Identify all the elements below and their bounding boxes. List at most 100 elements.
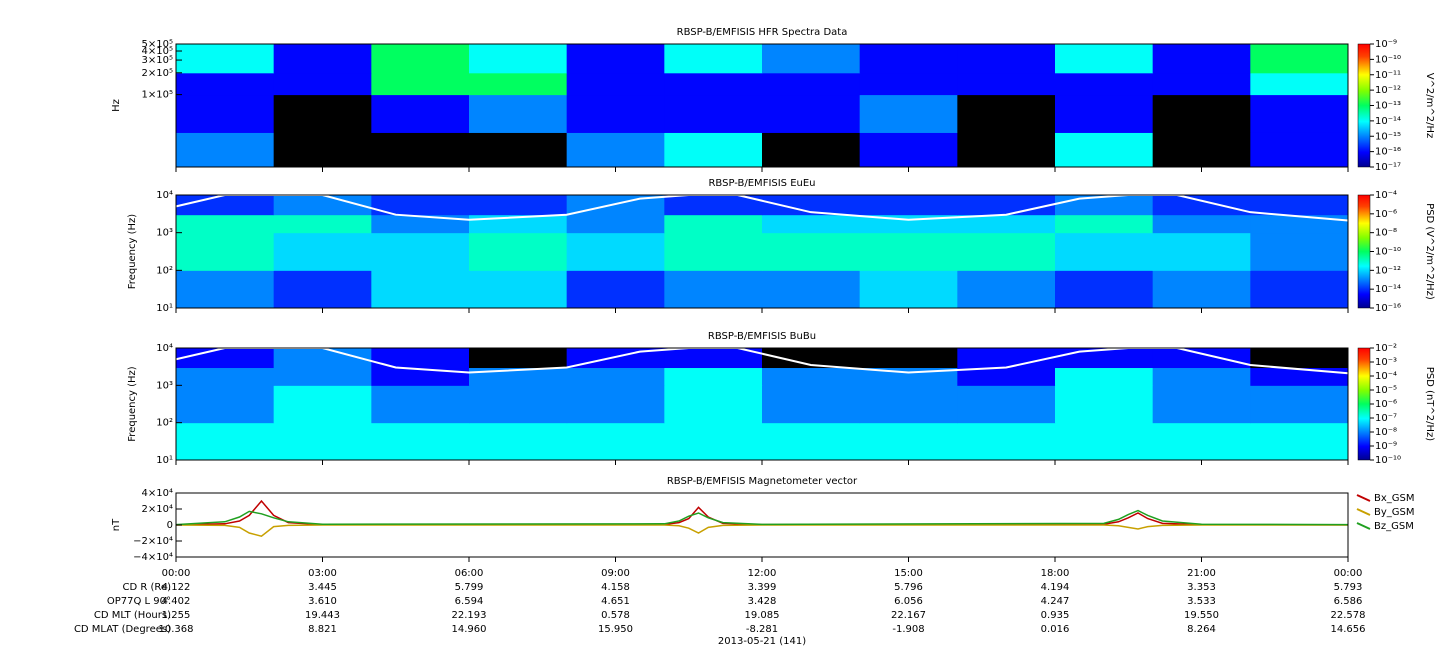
- heatmap-cell: [1152, 367, 1251, 386]
- data-line: [175, 509, 1349, 526]
- heatmap-cell: [371, 72, 470, 96]
- heatmap-cell: [664, 422, 763, 461]
- colorbar-tick-label: 10⁻¹⁶: [1375, 303, 1401, 314]
- y-tick-label: −2×10⁴: [133, 536, 173, 547]
- heatmap-cell: [371, 195, 470, 216]
- heatmap-cell: [1152, 44, 1251, 74]
- ephemeris-value: 15.950: [598, 624, 633, 635]
- colorbar: [1357, 347, 1371, 461]
- ephemeris-value: 0.935: [1041, 610, 1070, 621]
- y-tick-label: 10³: [156, 380, 173, 391]
- y-tick-label: 10²: [156, 418, 173, 429]
- heatmap-cell: [1152, 94, 1251, 133]
- heatmap-cell: [273, 44, 372, 74]
- legend-label: Bz_GSM: [1374, 521, 1414, 532]
- data-line: [175, 499, 1349, 526]
- colorbar-tick-label: 10⁻¹²: [1375, 85, 1401, 96]
- heatmap-cell: [469, 270, 568, 309]
- heatmap-cell: [176, 195, 275, 216]
- x-tick-label: 00:00: [1334, 568, 1363, 579]
- panel-title: RBSP-B/EMFISIS BuBu: [708, 331, 816, 342]
- ephemeris-value: 6.056: [894, 596, 923, 607]
- heatmap-cell: [176, 132, 275, 168]
- y-tick-label: 2×10⁵: [142, 68, 173, 79]
- heatmap-cell: [957, 214, 1056, 234]
- heatmap-cell: [859, 72, 958, 96]
- heatmap-cell: [957, 367, 1056, 386]
- heatmap-cell: [664, 94, 763, 133]
- x-tick-label: 09:00: [601, 568, 630, 579]
- heatmap-cell: [273, 72, 372, 96]
- heatmap-cell: [273, 214, 372, 234]
- ephemeris-value: 1.255: [162, 610, 191, 621]
- heatmap-cell: [566, 214, 665, 234]
- heatmap-cell: [1055, 214, 1154, 234]
- ephemeris-value: 0.578: [601, 610, 630, 621]
- heatmap-cell: [469, 348, 568, 369]
- ephemeris-value: 0.016: [1041, 624, 1070, 635]
- y-tick-label: 4×10⁵: [142, 46, 173, 57]
- colorbar-tick-label: 10⁻¹⁰: [1375, 54, 1401, 65]
- heatmap-cell: [273, 385, 372, 424]
- heatmap-cell: [762, 72, 861, 96]
- ephemeris-value: 22.193: [452, 610, 487, 621]
- heatmap-cell: [762, 232, 861, 271]
- heatmap-cell: [176, 270, 275, 309]
- x-tick-label: 12:00: [748, 568, 777, 579]
- heatmap-cell: [762, 94, 861, 133]
- heatmap-cell: [1055, 422, 1154, 461]
- heatmap-cell: [1055, 348, 1154, 369]
- ephemeris-label: CD MLT (Hours): [94, 610, 171, 621]
- ephemeris-value: 3.428: [748, 596, 777, 607]
- heatmap-cell: [176, 348, 275, 369]
- heatmap-cell: [859, 195, 958, 216]
- y-tick-label: 0: [167, 520, 173, 531]
- x-tick-label: 06:00: [455, 568, 484, 579]
- heatmap-cell: [176, 422, 275, 461]
- colorbar-tick-label: 10⁻⁸: [1375, 427, 1397, 438]
- heatmap-cell: [664, 232, 763, 271]
- heatmap-cell: [273, 94, 372, 133]
- y-tick-label: 10⁴: [156, 190, 173, 201]
- heatmap-cell: [957, 348, 1056, 369]
- heatmap-cell: [371, 232, 470, 271]
- heatmap-cell: [762, 385, 861, 424]
- ephemeris-label: OP77Q L 90°: [107, 596, 171, 607]
- colorbar-label: V^2/m^2/Hz: [1424, 73, 1435, 139]
- panel-title: RBSP-B/EMFISIS EuEu: [708, 178, 815, 189]
- ephemeris-value: -8.281: [746, 624, 778, 635]
- legend-swatch: [1356, 494, 1371, 502]
- heatmap-cell: [176, 367, 275, 386]
- heatmap-cell: [1055, 195, 1154, 216]
- heatmap-cell: [176, 214, 275, 234]
- x-tick-label: 15:00: [894, 568, 923, 579]
- heatmap-cell: [1055, 94, 1154, 133]
- colorbar-tick-label: 10⁻¹⁰: [1375, 455, 1401, 466]
- colorbar-tick-label: 10⁻⁸: [1375, 228, 1397, 239]
- x-tick-label: 21:00: [1187, 568, 1216, 579]
- legend-swatch: [1356, 522, 1371, 530]
- y-tick-label: 5×10⁵: [142, 39, 173, 50]
- heatmap-cell: [1055, 72, 1154, 96]
- heatmap-cell: [1055, 270, 1154, 309]
- heatmap-cell: [1250, 385, 1349, 424]
- heatmap-cell: [859, 422, 958, 461]
- heatmap-cell: [176, 94, 275, 133]
- heatmap-cell: [566, 232, 665, 271]
- heatmap-cell: [371, 44, 470, 74]
- ephemeris-value: 4.194: [1041, 582, 1070, 593]
- ephemeris-value: 19.085: [745, 610, 780, 621]
- heatmap-cell: [273, 232, 372, 271]
- y-tick-label: 10¹: [156, 455, 173, 466]
- heatmap-cell: [1152, 348, 1251, 369]
- heatmap-cell: [566, 132, 665, 168]
- heatmap-cell: [859, 94, 958, 133]
- heatmap-cell: [664, 195, 763, 216]
- heatmap-cell: [469, 132, 568, 168]
- colorbar-tick-label: 10⁻¹⁷: [1375, 162, 1401, 173]
- ephemeris-value: 5.799: [455, 582, 484, 593]
- ephemeris-label: CD MLAT (Degrees): [74, 624, 171, 635]
- heatmap-cell: [273, 367, 372, 386]
- heatmap-cell: [1152, 422, 1251, 461]
